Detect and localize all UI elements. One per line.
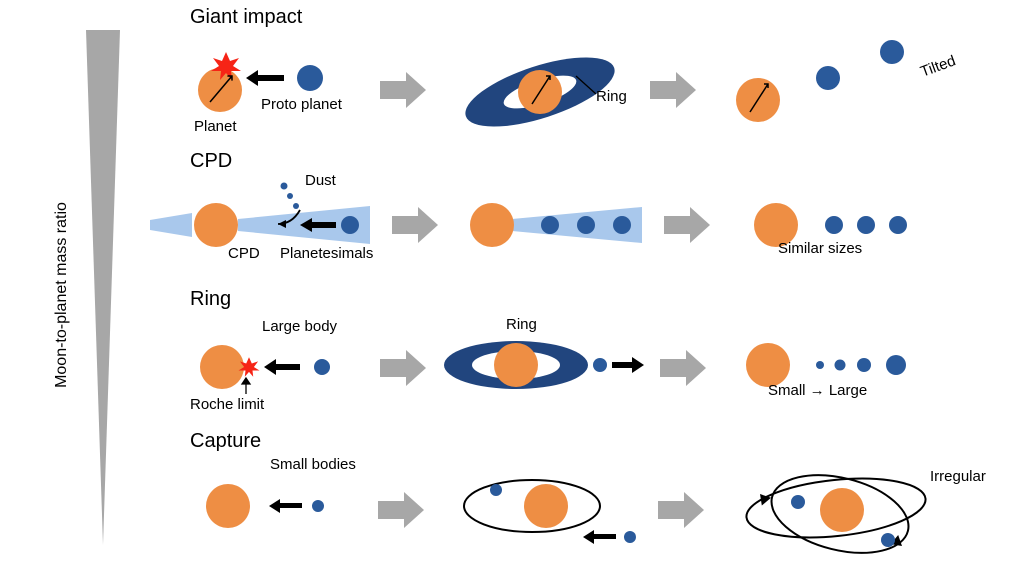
outward-arrow-icon [612, 357, 644, 373]
approach-arrow-icon [583, 530, 616, 544]
dust-dot [281, 183, 288, 190]
transition-arrow-icon [378, 492, 424, 528]
ring-stage1 [188, 332, 388, 402]
planet-body [470, 203, 514, 247]
label-small-bodies: Small bodies [270, 456, 356, 473]
planet-body [206, 484, 250, 528]
moon [857, 216, 875, 234]
row1-title: Giant impact [190, 6, 302, 29]
transition-arrow-icon [380, 350, 426, 386]
label-small-large: Small → Large [768, 382, 867, 399]
row4-title: Capture [190, 430, 261, 453]
planet-body [194, 203, 238, 247]
small-body [312, 500, 324, 512]
dust-dot [287, 193, 293, 199]
transition-arrow-icon [392, 207, 438, 243]
moon [816, 361, 824, 369]
transition-arrow-icon [658, 492, 704, 528]
moon [577, 216, 595, 234]
moon [816, 66, 840, 90]
gi-stage3 [710, 38, 970, 138]
orbit-arrowhead [755, 490, 771, 505]
ring-stage2 [436, 330, 656, 400]
planetesimal [341, 216, 359, 234]
row3-title: Ring [190, 288, 231, 311]
moon [613, 216, 631, 234]
moon [825, 216, 843, 234]
cap-stage2 [440, 468, 650, 558]
moon [541, 216, 559, 234]
moon [886, 355, 906, 375]
axis-label: Moon-to-planet mass ratio [53, 202, 71, 388]
moon [791, 495, 805, 509]
label-ring-2: Ring [506, 316, 537, 333]
moon [593, 358, 607, 372]
label-large-body: Large body [262, 318, 337, 335]
planet-body [820, 488, 864, 532]
moon [835, 360, 846, 371]
transition-arrow-icon [650, 72, 696, 108]
label-cpd: CPD [228, 245, 260, 262]
diagram-root: Moon-to-planet mass ratio Giant impact P… [0, 0, 1024, 575]
label-similar-sizes: Similar sizes [778, 240, 862, 257]
planet-body [200, 345, 244, 389]
planet-body [746, 343, 790, 387]
small-body [624, 531, 636, 543]
label-irregular: Irregular [930, 468, 986, 485]
moon [490, 484, 502, 496]
dust-dot [293, 203, 299, 209]
ring-pointer [576, 76, 606, 96]
label-roche-limit: Roche limit [190, 396, 264, 413]
transition-arrow-icon [664, 207, 710, 243]
moon [881, 533, 895, 547]
moon [857, 358, 871, 372]
approach-arrow-icon [246, 70, 284, 86]
cap-stage1 [190, 472, 390, 540]
label-planet: Planet [194, 118, 237, 135]
label-planetesimals: Planetesimals [280, 245, 373, 262]
cpd-stage2 [452, 195, 652, 255]
approach-arrow-icon [269, 499, 302, 513]
approach-arrow-icon [264, 359, 300, 375]
moon [880, 40, 904, 64]
row2-title: CPD [190, 150, 232, 173]
axis-wedge [78, 30, 128, 550]
planet-body [494, 343, 538, 387]
transition-arrow-icon [660, 350, 706, 386]
planet-body [524, 484, 568, 528]
transition-arrow-icon [380, 72, 426, 108]
proto-planet [297, 65, 323, 91]
moon [889, 216, 907, 234]
large-body [314, 359, 330, 375]
label-proto-planet: Proto planet [261, 96, 342, 113]
roche-pointer [242, 378, 250, 394]
label-dust: Dust [305, 172, 336, 189]
cpd-disc-left [150, 213, 192, 237]
